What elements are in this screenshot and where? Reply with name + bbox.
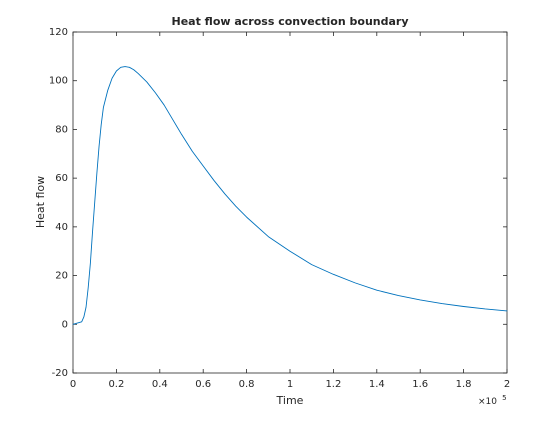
y-tick-label: 60 bbox=[55, 173, 68, 184]
x-tick-label: 0 bbox=[70, 379, 76, 390]
x-tick-label: 0.2 bbox=[108, 379, 124, 390]
x-tick-label: 1.4 bbox=[369, 379, 385, 390]
y-tick-label: 0 bbox=[62, 319, 68, 330]
x-exponent-label: ×10 5 bbox=[478, 389, 507, 408]
y-axis-label: Heat flow bbox=[34, 176, 47, 228]
ticks-layer bbox=[72, 31, 508, 374]
x-exponent-power: 5 bbox=[502, 394, 506, 402]
x-tick-label: 0.4 bbox=[152, 379, 168, 390]
plot-box bbox=[72, 31, 508, 374]
y-tick-label: 100 bbox=[49, 76, 68, 87]
x-tick-label: 1.8 bbox=[456, 379, 472, 390]
y-tick-label: 40 bbox=[55, 222, 68, 233]
x-tick-label: 1 bbox=[287, 379, 293, 390]
series-layer bbox=[72, 66, 508, 325]
y-tick-label: 20 bbox=[55, 271, 68, 282]
tick-label-layer: 0 0.2 0.4 0.6 0.8 1 1.2 1.4 1.6 1.8 2-200204060801… bbox=[49, 27, 510, 390]
x-tick-label: 1.2 bbox=[325, 379, 341, 390]
y-tick-label: -20 bbox=[52, 368, 68, 379]
x-tick-label: 2 bbox=[504, 379, 510, 390]
x-exponent-base: ×10 bbox=[478, 397, 497, 407]
x-axis-label: Time bbox=[276, 394, 304, 407]
x-tick-label: 1.6 bbox=[412, 379, 428, 390]
y-tick-label: 120 bbox=[49, 27, 68, 38]
y-tick-label: 80 bbox=[55, 124, 68, 135]
x-tick-label: 0.8 bbox=[239, 379, 255, 390]
heat-flow-series-line bbox=[72, 66, 508, 325]
x-tick-label: 0.6 bbox=[195, 379, 211, 390]
chart-title: Heat flow across convection boundary bbox=[171, 15, 408, 28]
